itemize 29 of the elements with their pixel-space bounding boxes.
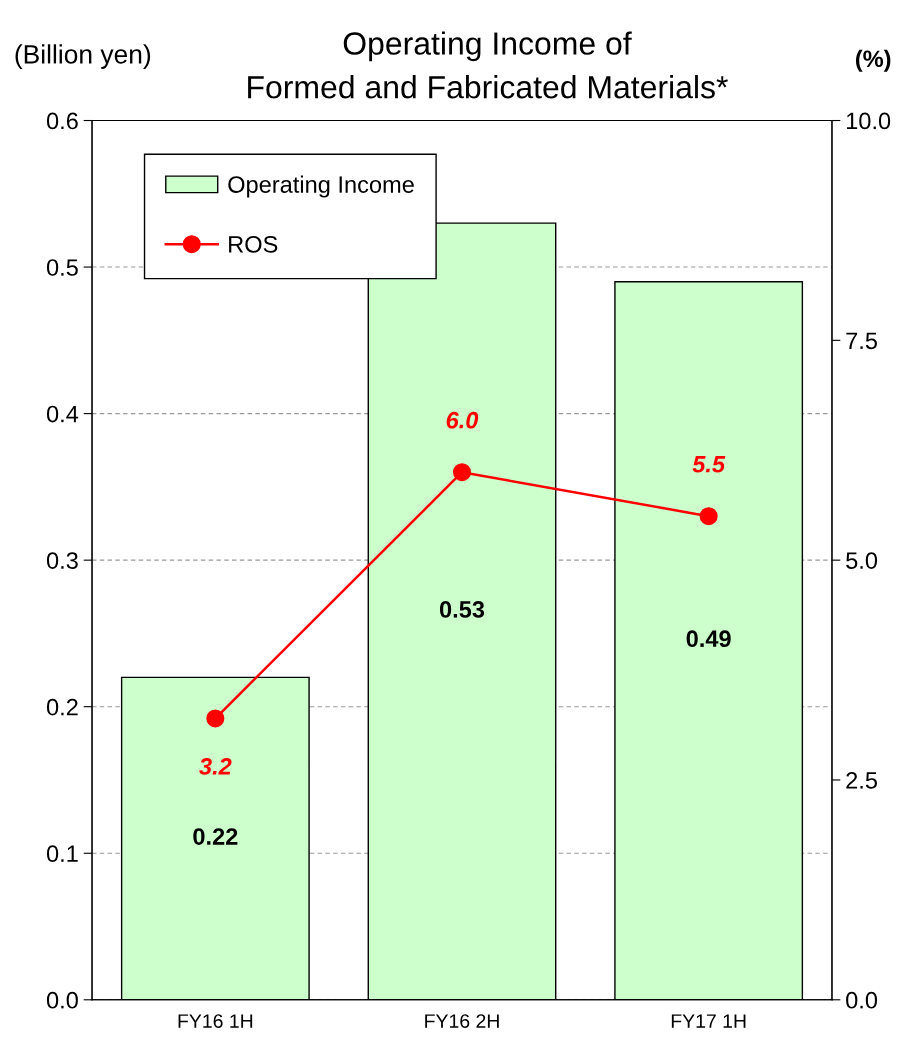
y-tick-label: 0.5 (46, 259, 78, 276)
data-label: 3.2 (199, 758, 232, 775)
point (699, 507, 718, 526)
data-label: 6.0 (446, 411, 479, 429)
data-label: 5.5 (692, 456, 726, 473)
data-label: 0.22 (193, 828, 238, 845)
y-axis-title: (Billion yen) (15, 44, 151, 69)
point (206, 709, 225, 728)
legend-label: Operating Income (228, 175, 414, 198)
x-tick-label: FY16 1H (178, 1014, 253, 1028)
legend-label: ROS (229, 235, 278, 253)
y2-axis-title: (%) (856, 49, 891, 72)
y2-tick-label: 5.0 (846, 552, 878, 569)
y2-tick-label: 0.0 (846, 991, 878, 1009)
y2-tick-label: 10.0 (846, 112, 891, 130)
y-tick-label: 0.2 (46, 698, 78, 716)
y-tick-label: 0.3 (46, 552, 78, 569)
point (452, 463, 472, 482)
x-tick-label: FY17 1H (671, 1014, 746, 1028)
y-tick-label: 0.6 (46, 112, 78, 130)
y2-tick-label: 2.5 (846, 772, 877, 789)
y-tick-label: 0.0 (46, 991, 78, 1009)
data-label: 0.49 (686, 630, 731, 648)
chart-title: Operating Income of Formed and Fabricated Materials* (248, 31, 728, 99)
y-tick-label: 0.4 (46, 405, 79, 423)
x-tick-label: FY16 2H (425, 1014, 499, 1028)
data-label: 0.53 (439, 601, 485, 618)
y2-tick-label: 7.5 (846, 332, 877, 350)
y-tick-label: 0.1 (46, 845, 78, 863)
